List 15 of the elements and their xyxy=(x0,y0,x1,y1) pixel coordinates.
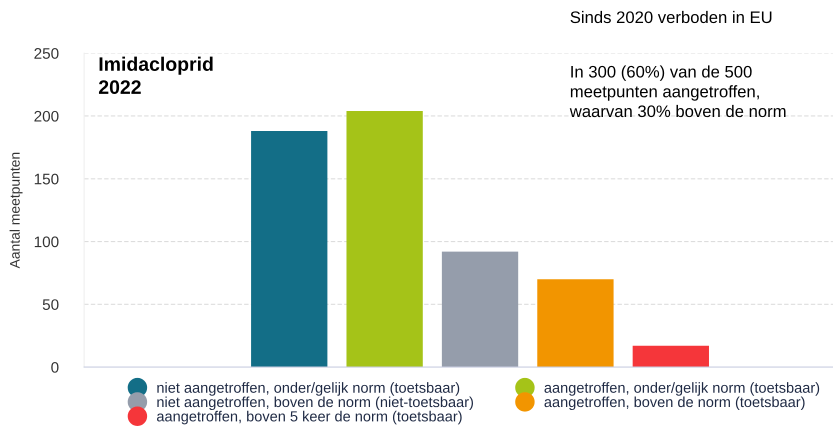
legend-label: aangetroffen, boven de norm (toetsbaar) xyxy=(544,396,805,410)
y-tick-label: 0 xyxy=(51,362,59,373)
text: Sinds 2020 verboden in EU xyxy=(570,10,772,24)
y-tick-label: 50 xyxy=(42,299,59,310)
y-tick-label: 150 xyxy=(34,174,59,184)
legend-label: aangetroffen, onder/gelijk norm (toetsbaar) xyxy=(544,382,820,396)
y-axis-title: Aantal meetpunten xyxy=(10,152,23,268)
legend-label: aangetroffen, boven 5 keer de norm (toetsbaar) xyxy=(157,410,462,424)
annotation: Imidacloprid 2022 xyxy=(98,56,213,94)
legend-label: niet aangetroffen, boven de norm (niet-toetsbaar) xyxy=(157,396,474,410)
y-tick-label: 200 xyxy=(34,110,59,122)
y-tick-label: 100 xyxy=(34,236,59,248)
y-tick-label: 250 xyxy=(34,48,59,59)
annotation: In 300 (60%) van de 500 meetpunten aangetroffen, waarvan 30% boven de norm xyxy=(570,65,786,118)
legend-label: niet aangetroffen, onder/gelijk norm (toetsbaar) xyxy=(157,382,460,396)
